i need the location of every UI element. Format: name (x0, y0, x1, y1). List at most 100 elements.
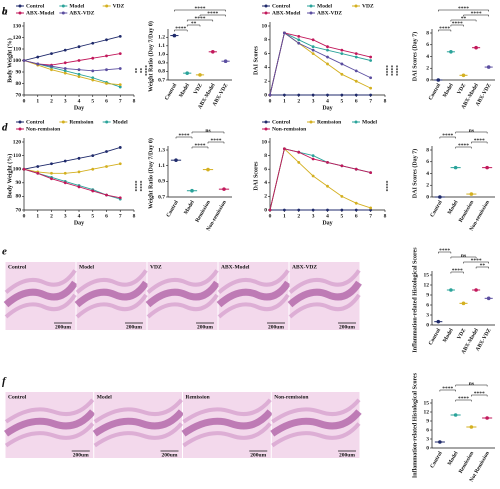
mean-marker (453, 165, 458, 170)
tissue (3, 269, 78, 319)
data-point (105, 150, 108, 153)
legend-label: Non-remission (26, 126, 60, 132)
data-point (63, 159, 67, 163)
y-tick-label: 0 (264, 92, 267, 98)
data-point (297, 38, 301, 42)
tissue-band (3, 409, 96, 437)
mean-marker (486, 296, 491, 301)
image-label: Remission (186, 394, 210, 400)
scale-label: 200um (162, 452, 178, 458)
image-label: VDZ (150, 264, 162, 270)
y-tick-label: 110 (13, 46, 21, 52)
panel-label: c (2, 122, 7, 134)
mean-marker (198, 73, 202, 77)
significance: **** (452, 268, 463, 274)
mean-marker (172, 33, 177, 38)
x-axis-title: Day (322, 220, 332, 226)
legend-marker (61, 11, 65, 15)
data-point (369, 59, 373, 62)
tissue (181, 398, 273, 448)
image-label: ABX-VDZ (292, 264, 317, 270)
significance-bracket (191, 131, 225, 134)
x-tick-label: VDZ (456, 82, 467, 95)
legend-label: Non-remission (272, 126, 306, 132)
tissue-band (4, 269, 77, 294)
tissue-band (182, 398, 272, 424)
data-point (340, 72, 344, 76)
data-point (50, 64, 53, 68)
mean-marker (223, 59, 228, 63)
significance-bracket (174, 9, 226, 12)
x-tick-label: Control (429, 450, 444, 469)
tissue (74, 269, 149, 319)
tissue-band (3, 280, 78, 308)
x-tick-label: Control (164, 82, 179, 101)
image-label: Model (79, 264, 94, 270)
data-point (297, 161, 301, 164)
data-point (105, 38, 108, 42)
x-tick-label: 2 (297, 98, 300, 104)
image-label: Non-remission (274, 394, 308, 400)
data-point (340, 93, 344, 97)
y-tick-label: 4 (264, 180, 267, 186)
data-point (297, 34, 301, 38)
mean-marker (486, 65, 491, 69)
legend-label: Remission (69, 119, 93, 125)
mean-marker (453, 413, 458, 417)
series-line (269, 32, 371, 96)
y-tick-label: 110 (13, 153, 21, 159)
y-tick-label: 4 (264, 65, 267, 71)
x-tick-label: 3 (312, 213, 315, 219)
series-line (269, 148, 371, 211)
significance: ** (461, 16, 467, 22)
x-tick-label: 7 (369, 213, 372, 219)
legend-marker (61, 4, 65, 8)
y-tick-label: 1.0 (158, 52, 165, 58)
legend-label: Control (272, 3, 291, 9)
legend-marker (18, 11, 22, 15)
legend-label: Control (26, 3, 45, 9)
data-point (340, 195, 344, 198)
y-tick-label: 130 (13, 23, 22, 29)
data-point (354, 208, 358, 212)
significance-bracket (463, 261, 489, 264)
panel-label: e (2, 246, 7, 258)
significance: ** (134, 68, 140, 74)
data-point (340, 48, 344, 52)
y-tick-label: 80 (16, 81, 22, 87)
significance: **** (179, 133, 190, 139)
series-line (269, 148, 371, 211)
y-tick-label: 0 (426, 445, 429, 451)
data-point (105, 82, 108, 85)
image-label: Control (8, 394, 27, 400)
tissue-band (92, 409, 185, 437)
data-point (326, 208, 329, 212)
data-point (326, 62, 329, 66)
data-point (326, 161, 329, 164)
significance: **** (207, 11, 218, 17)
data-point (50, 162, 53, 166)
legend-label: Model (362, 119, 377, 125)
y-axis-title: Inflammation-related Histological Scores (412, 247, 418, 353)
tissue-band (146, 269, 219, 294)
significance: **** (474, 391, 485, 397)
mean-marker (222, 187, 226, 191)
significance-bracket (455, 146, 472, 149)
data-point (268, 208, 272, 212)
x-tick-label: 4 (326, 98, 329, 104)
scale-label: 200um (250, 452, 266, 458)
y-tick-label: 0.9 (158, 60, 165, 66)
data-point (268, 93, 272, 97)
y-tick-label: 8 (426, 147, 429, 153)
data-point (63, 61, 67, 65)
data-point (118, 162, 122, 166)
series-line (23, 163, 121, 174)
mean-marker (449, 50, 453, 54)
x-tick-label: Remission (195, 200, 212, 224)
y-tick-label: 2 (426, 183, 429, 189)
y-tick-label: 4 (426, 171, 429, 177)
data-point (369, 93, 373, 97)
tissue-band (75, 269, 148, 294)
x-tick-label: 5 (341, 98, 344, 104)
